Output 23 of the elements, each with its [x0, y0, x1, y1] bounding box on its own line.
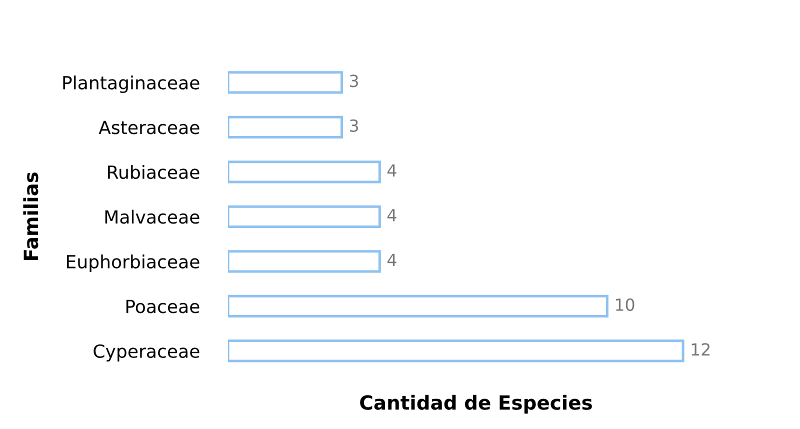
y-axis-title: Familias: [23, 172, 38, 260]
x-axis-title: Cantidad de Especies: [360, 394, 592, 414]
bar: [228, 294, 608, 318]
bar: [228, 250, 381, 273]
data-label: 3: [350, 119, 358, 132]
y-tick-label: Plantaginaceae: [63, 76, 200, 94]
y-tick-label: Asteraceae: [98, 120, 200, 134]
bar: [228, 116, 344, 138]
y-tick-label: Malvaceae: [105, 210, 200, 224]
bar: [228, 340, 684, 362]
bar: [228, 71, 344, 94]
y-tick-label: Poaceae: [126, 300, 200, 314]
data-label: 4: [387, 254, 396, 266]
data-label: 4: [387, 164, 396, 176]
y-tick-label: Rubiaceae: [108, 165, 200, 180]
data-label: 12: [692, 343, 710, 356]
data-label: 10: [616, 298, 634, 311]
data-label: 4: [387, 209, 396, 222]
y-tick-label: Cyperaceae: [94, 344, 200, 362]
bar: [228, 205, 381, 228]
data-label: 3: [350, 74, 358, 88]
bar: [228, 160, 381, 184]
y-tick-label: Euphorbiaceae: [67, 254, 200, 272]
